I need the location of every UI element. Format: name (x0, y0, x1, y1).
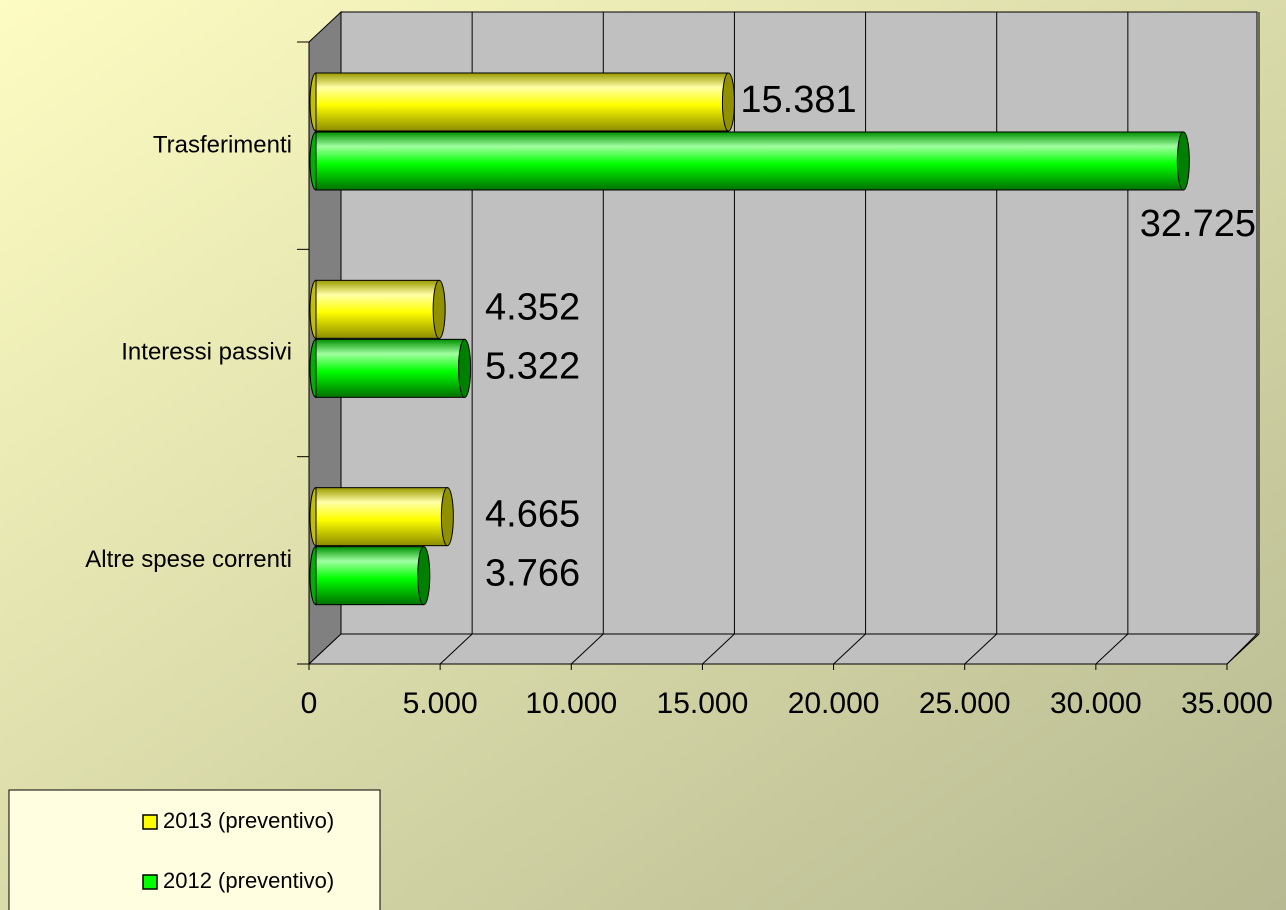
bar-cap (1176, 131, 1190, 191)
bar-cap (417, 546, 431, 606)
data-label: 4.665 (485, 494, 580, 536)
x-tick-label: 10.000 (525, 687, 617, 720)
x-tick-label: 20.000 (788, 687, 880, 720)
legend-label: 2013 (preventivo) (163, 808, 334, 833)
floor (307, 633, 1259, 665)
x-tick-label: 25.000 (919, 687, 1011, 720)
bar-body (315, 546, 425, 606)
floor-line (702, 633, 735, 665)
data-label: 5.322 (485, 345, 580, 387)
y-tick-label: Interessi passivi (121, 339, 292, 366)
legend-swatch (142, 814, 158, 830)
legend-box (8, 789, 381, 910)
bar (309, 546, 431, 606)
floor-line (570, 633, 604, 665)
x-tick-label: 0 (301, 687, 318, 720)
floor-line (439, 633, 473, 665)
x-tick-label: 30.000 (1050, 687, 1142, 720)
bar-cap (721, 72, 735, 132)
bar-body (315, 338, 466, 398)
legend-label: 2012 (preventivo) (163, 868, 334, 893)
data-label: 4.352 (485, 286, 580, 328)
x-tick-label: 15.000 (657, 687, 749, 720)
bar-body (315, 72, 729, 132)
floor-line (1226, 633, 1260, 665)
bar (309, 487, 454, 547)
bar-body (315, 131, 1184, 191)
bar (309, 338, 472, 398)
data-label: 15.381 (740, 79, 856, 121)
y-tick-label: Altre spese correnti (85, 546, 292, 573)
floor-line (1095, 633, 1129, 665)
bar-cap (440, 487, 454, 547)
bar-cap (432, 279, 446, 339)
bar-cap (458, 338, 472, 398)
bar (309, 72, 735, 132)
x-tick-label: 5.000 (403, 687, 478, 720)
bar (309, 131, 1190, 191)
bar-body (315, 487, 448, 547)
floor-line (833, 633, 866, 665)
bar-body (315, 279, 440, 339)
data-label: 32.725 (1140, 203, 1256, 245)
bar (309, 279, 446, 339)
legend-swatch (142, 874, 158, 890)
floor-line (964, 633, 998, 665)
y-tick-label: Trasferimenti (153, 131, 292, 158)
x-tick-label: 35.000 (1181, 687, 1273, 720)
data-label: 3.766 (485, 553, 580, 595)
